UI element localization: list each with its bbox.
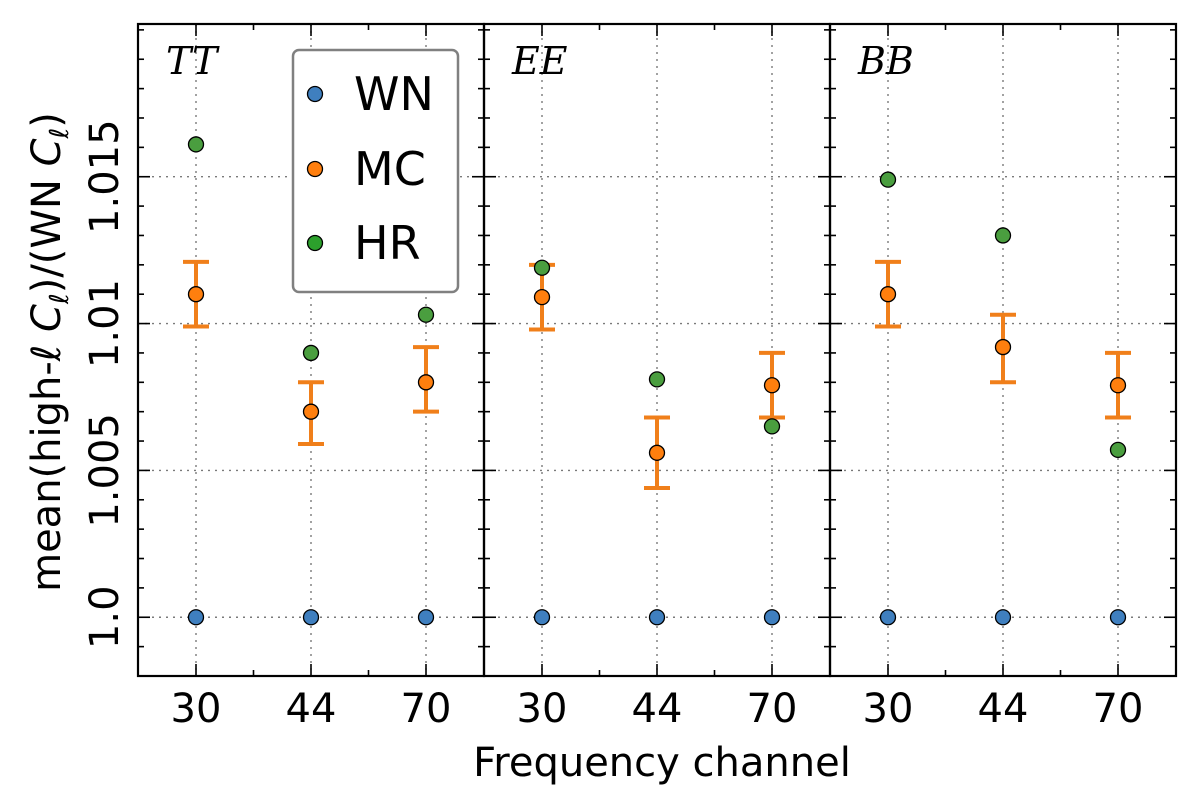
- xtick-label-ee-44: 44: [632, 686, 683, 732]
- legend-frame: [291, 48, 460, 294]
- point-hr-bb-44: [994, 227, 1012, 244]
- ytick-label-2: 1.01: [82, 279, 128, 368]
- ytick-label-1: 1.005: [82, 413, 128, 528]
- point-hr-ee-70: [763, 418, 781, 435]
- point-mc-ee-44: [648, 444, 666, 461]
- panel-title-bb: BB: [857, 39, 914, 83]
- xtick-label-bb-70: 70: [1093, 686, 1144, 732]
- xtick-label-tt-70: 70: [401, 686, 452, 732]
- ytick-label-3: 1.015: [82, 119, 128, 234]
- legend-label-wn: WN: [354, 67, 434, 121]
- legend-marker-mc: [306, 160, 324, 178]
- legend-label-mc: MC: [354, 142, 426, 196]
- ytick-label-0: 1.0: [82, 585, 128, 649]
- point-wn-ee-30: [533, 609, 551, 626]
- legend-marker-hr: [306, 234, 324, 252]
- point-mc-ee-70: [763, 377, 781, 394]
- xtick-label-tt-44: 44: [286, 686, 337, 732]
- point-hr-tt-44: [302, 344, 320, 362]
- xtick-label-ee-30: 30: [517, 686, 568, 732]
- legend-marker-wn: [306, 85, 324, 103]
- point-mc-bb-44: [994, 338, 1012, 356]
- legend: WN MC HR: [291, 48, 460, 294]
- xtick-label-bb-30: 30: [863, 686, 914, 732]
- point-mc-tt-70: [417, 374, 435, 391]
- point-mc-tt-44: [302, 403, 320, 420]
- point-hr-tt-30: [187, 136, 205, 153]
- xtick-label-bb-44: 44: [978, 686, 1029, 732]
- data-layer: [183, 136, 1131, 626]
- x-axis-title: Frequency channel: [473, 740, 851, 786]
- point-wn-tt-44: [302, 609, 320, 626]
- point-mc-ee-30: [533, 288, 551, 306]
- point-mc-tt-30: [187, 286, 205, 303]
- point-wn-ee-44: [648, 609, 666, 626]
- xtick-label-tt-30: 30: [171, 686, 222, 732]
- point-hr-ee-44: [648, 371, 666, 388]
- point-wn-bb-70: [1109, 609, 1127, 626]
- point-wn-ee-70: [763, 609, 781, 626]
- panel-frame-bb: [828, 22, 1178, 678]
- point-hr-bb-70: [1109, 441, 1127, 459]
- point-wn-bb-44: [994, 609, 1012, 626]
- point-hr-ee-30: [533, 259, 551, 276]
- y-axis-title: mean(high-ℓ Cℓ)/(WN Cℓ): [24, 112, 75, 592]
- xtick-label-ee-70: 70: [747, 686, 798, 732]
- panel-title-ee: EE: [511, 39, 568, 83]
- frames-layer: [136, 22, 1178, 678]
- point-mc-bb-70: [1109, 377, 1127, 394]
- point-wn-tt-30: [187, 609, 205, 626]
- legend-label-hr: HR: [354, 216, 421, 270]
- point-hr-bb-30: [879, 171, 897, 188]
- point-mc-bb-30: [879, 286, 897, 303]
- point-wn-bb-30: [879, 609, 897, 626]
- point-hr-tt-70: [417, 306, 435, 323]
- point-wn-tt-70: [417, 609, 435, 626]
- panel-title-tt: TT: [166, 39, 220, 83]
- labels-layer: 30 44 70 TT 30 44 70 EE 30 44 70 BB 1.0 1.005 1.01 1.01…: [82, 39, 1143, 732]
